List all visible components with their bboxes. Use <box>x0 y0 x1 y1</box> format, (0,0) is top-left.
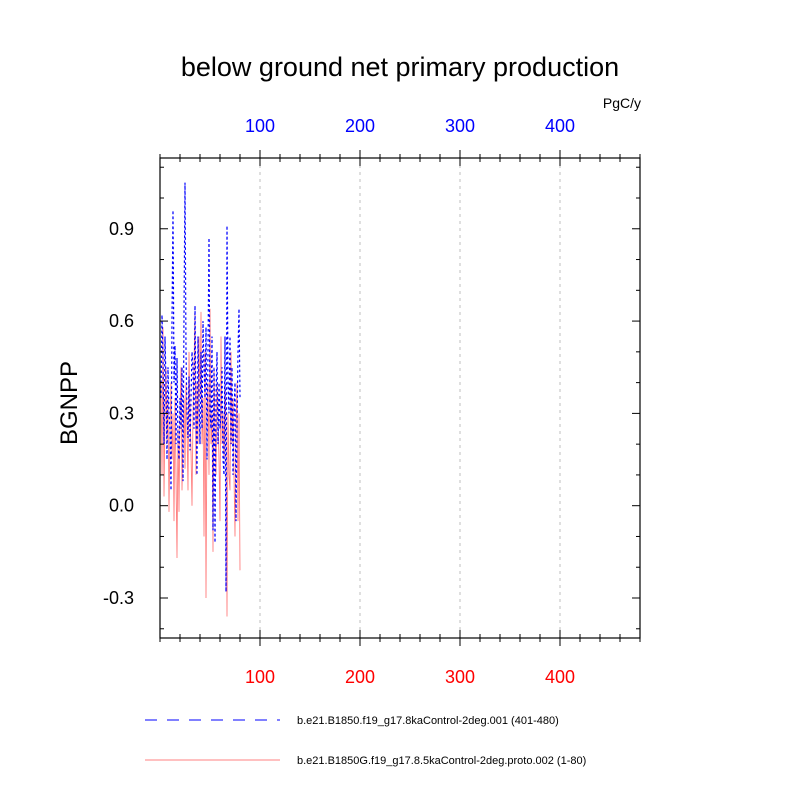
grid-lines <box>259 158 561 638</box>
plot-frame <box>159 157 641 639</box>
x-tick-label-bottom: 200 <box>345 667 375 687</box>
y-tick-label: 0.6 <box>109 311 134 331</box>
x-tick-label-top: 100 <box>245 116 275 136</box>
axis-ticks <box>159 150 641 646</box>
y-axis-label: BGNPP <box>56 361 83 445</box>
legend-label-1: b.e21.B1850.f19_g17.8kaControl-2deg.001 … <box>297 715 559 727</box>
axis-tick-labels: -0.3 0.0 0.3 0.6 0.9 100 200 300 400 100 200 300 400 <box>103 116 575 687</box>
units-label: PgC/y <box>603 95 641 111</box>
y-tick-label: 0.0 <box>109 496 134 516</box>
x-tick-label-top: 400 <box>545 116 575 136</box>
x-tick-label-bottom: 300 <box>445 667 475 687</box>
y-tick-label: 0.3 <box>109 403 134 423</box>
chart-title: below ground net primary production <box>181 52 619 82</box>
x-tick-label-top: 200 <box>345 116 375 136</box>
legend: b.e21.B1850.f19_g17.8kaControl-2deg.001 … <box>145 715 586 767</box>
legend-label-2: b.e21.B1850G.f19_g17.8.5kaControl-2deg.p… <box>297 755 586 767</box>
x-tick-label-bottom: 400 <box>545 667 575 687</box>
x-tick-label-bottom: 100 <box>245 667 275 687</box>
x-tick-label-top: 300 <box>445 116 475 136</box>
y-tick-label: 0.9 <box>109 219 134 239</box>
series-layer <box>160 182 241 617</box>
y-tick-label: -0.3 <box>103 588 134 608</box>
series-line-1 <box>160 182 241 592</box>
